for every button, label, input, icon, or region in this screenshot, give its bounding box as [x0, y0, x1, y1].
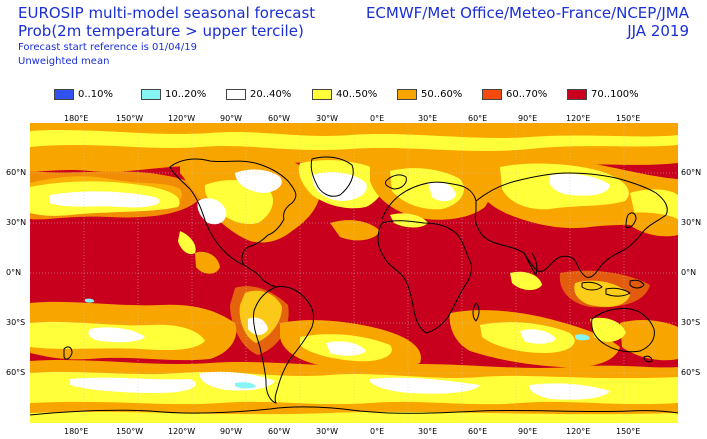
lon-tick-top: 150°W [116, 114, 144, 123]
lon-tick-top: 120°W [168, 114, 196, 123]
legend-swatch [397, 89, 417, 100]
lat-tick-right: 60°S [681, 368, 701, 377]
legend-label: 40..50% [336, 89, 378, 100]
lon-tick-top: 0°E [370, 114, 385, 123]
lat-tick-right: 30°N [681, 218, 702, 227]
lon-tick-top: 30°W [316, 114, 339, 123]
lon-tick-bottom: 180°E [64, 427, 89, 436]
prob-region [520, 329, 556, 344]
prob-region [195, 251, 220, 274]
legend-swatch [141, 89, 161, 100]
coastlines [30, 156, 678, 416]
prob-region [575, 334, 590, 341]
prob-region [620, 320, 678, 361]
legend-label: 60..70% [506, 89, 548, 100]
lon-tick-bottom: 0°E [370, 427, 385, 436]
legend-swatch [567, 89, 587, 100]
lon-tick-top: 120°E [566, 114, 591, 123]
prob-region [529, 383, 610, 400]
weighting-note: Unweighted mean [18, 56, 110, 67]
lon-tick-top: 30°E [418, 114, 438, 123]
prob-region [369, 377, 480, 394]
prob-region [559, 270, 650, 308]
legend-swatch [312, 89, 332, 100]
legend-swatch [226, 89, 246, 100]
lon-tick-top: 90°W [220, 114, 243, 123]
lon-tick-bottom: 90°E [518, 427, 538, 436]
lon-tick-bottom: 30°W [316, 427, 339, 436]
prob-region [70, 377, 196, 393]
lon-tick-bottom: 30°E [418, 427, 438, 436]
lon-tick-bottom: 60°E [468, 427, 488, 436]
lon-tick-top: 180°E [64, 114, 89, 123]
lon-tick-bottom: 90°W [220, 427, 243, 436]
forecast-map [30, 123, 678, 423]
prob-region [178, 231, 196, 255]
lat-tick-right: 60°N [681, 168, 702, 177]
map-subtitle: Prob(2m temperature > upper tercile) [18, 22, 304, 40]
prob-region [330, 220, 380, 241]
lat-tick-left: 60°N [6, 168, 27, 177]
prob-region [50, 191, 160, 208]
prob-region [549, 173, 610, 196]
lat-tick-right: 30°S [681, 318, 701, 327]
prob-region [235, 382, 256, 389]
lat-tick-left: 0°N [6, 268, 22, 277]
forecast-season: JJA 2019 [627, 22, 689, 40]
prob-region [248, 317, 268, 335]
lat-tick-left: 30°S [6, 318, 26, 327]
legend-label: 70..100% [591, 89, 639, 100]
lon-tick-bottom: 120°E [566, 427, 591, 436]
lon-tick-bottom: 150°E [616, 427, 641, 436]
legend-label: 0..10% [78, 89, 113, 100]
prob-region [199, 371, 275, 391]
prob-region [85, 298, 95, 303]
legend-label: 10..20% [165, 89, 207, 100]
legend-swatch [54, 89, 74, 100]
lat-tick-left: 60°S [6, 368, 26, 377]
lon-tick-bottom: 120°W [168, 427, 196, 436]
legend-label: 20..40% [250, 89, 292, 100]
lon-tick-top: 90°E [518, 114, 538, 123]
prob-region [326, 341, 366, 356]
lon-tick-top: 60°W [268, 114, 291, 123]
prob-region [428, 181, 456, 202]
lat-tick-left: 30°N [6, 218, 27, 227]
map-title: EUROSIP multi-model seasonal forecast [18, 4, 316, 22]
forecast-reference: Forecast start reference is 01/04/19 [18, 42, 197, 53]
legend-swatch [482, 89, 502, 100]
prob-region [590, 317, 626, 342]
lon-tick-bottom: 60°W [268, 427, 291, 436]
prob-region [88, 327, 145, 343]
forecast-centres: ECMWF/Met Office/Meteo-France/NCEP/JMA [365, 4, 689, 22]
lon-tick-top: 60°E [468, 114, 488, 123]
lon-tick-top: 150°E [616, 114, 641, 123]
prob-region [510, 271, 542, 291]
lon-tick-bottom: 150°W [116, 427, 144, 436]
prob-region [630, 212, 678, 237]
prob-region [390, 213, 428, 228]
prob-region [235, 169, 282, 193]
lat-tick-right: 0°N [681, 268, 697, 277]
legend-label: 50..60% [421, 89, 463, 100]
